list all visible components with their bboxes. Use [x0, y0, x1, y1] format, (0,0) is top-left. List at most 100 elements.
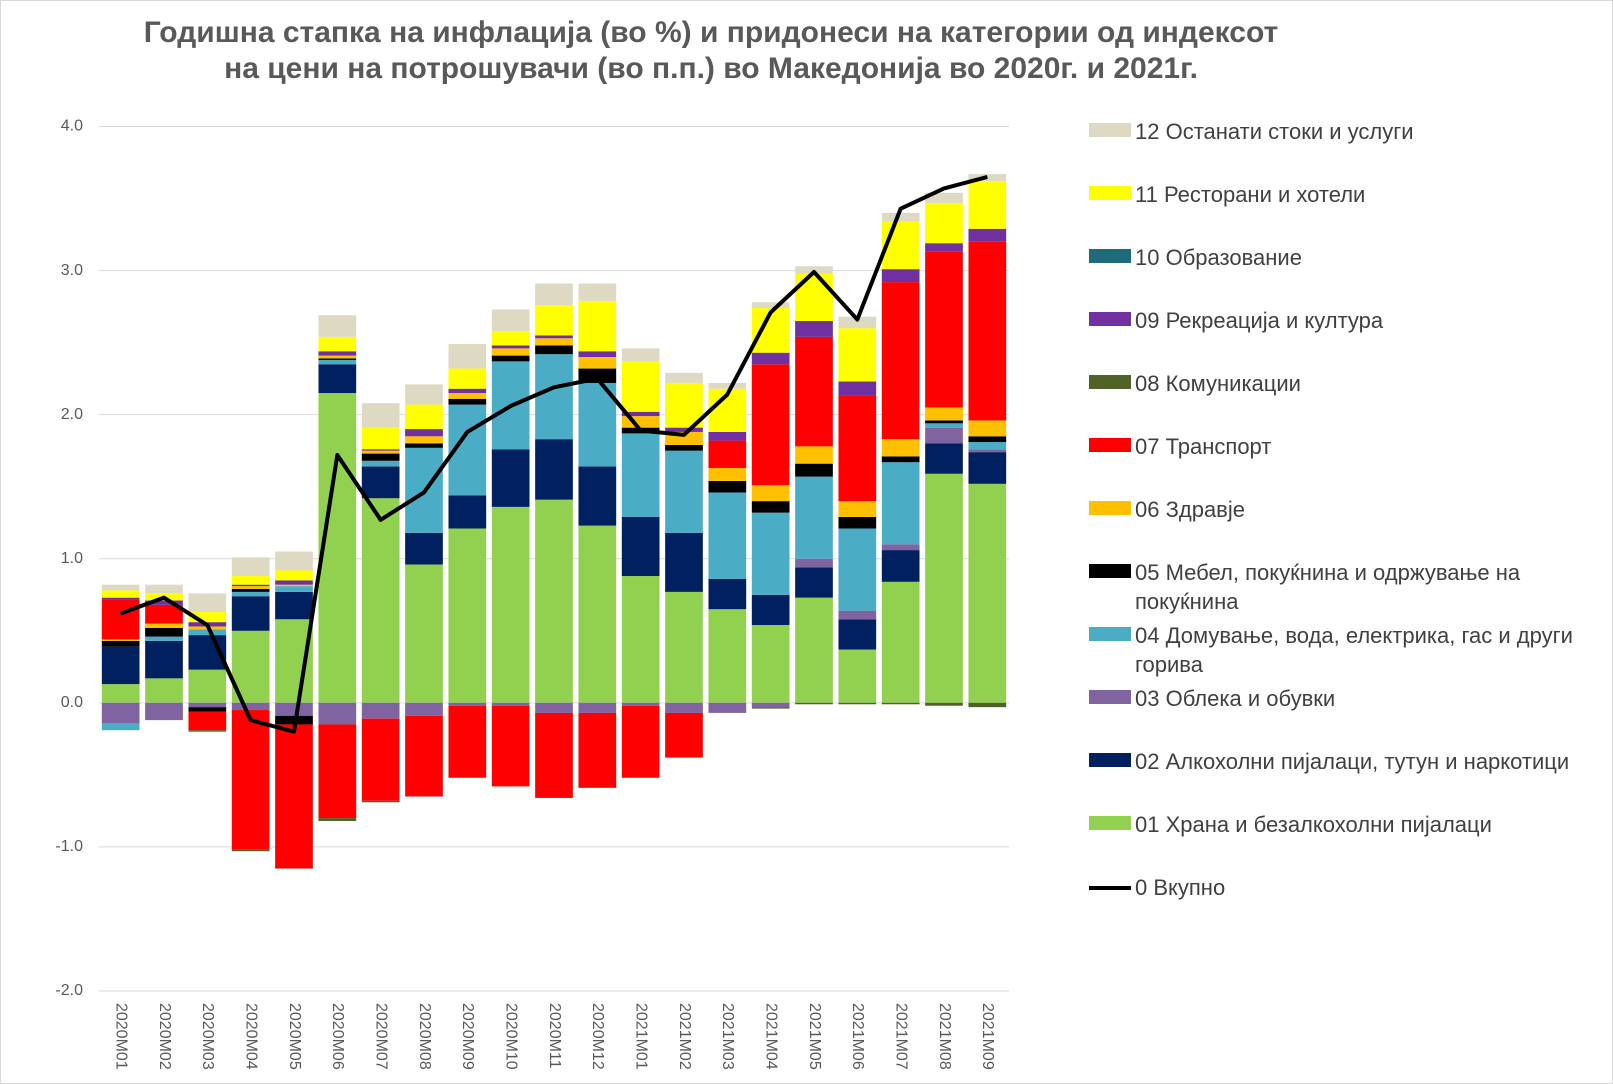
legend-item: 10 Образование	[1089, 243, 1589, 306]
bar-segment	[925, 420, 963, 424]
x-tick-label: 2021M08	[936, 1003, 953, 1070]
bar-segment	[145, 623, 183, 628]
bar-segment	[231, 591, 270, 597]
legend-item: 0 Вкупно	[1089, 873, 1589, 936]
bar-segment	[621, 416, 660, 428]
x-tick-label: 2021M05	[806, 1003, 823, 1070]
bar-segment	[708, 492, 747, 579]
bar-segment	[491, 705, 530, 787]
bar-segment	[535, 283, 573, 306]
y-tick-label: -2.0	[55, 982, 83, 999]
bar-segment	[838, 328, 877, 382]
bar-segment	[578, 283, 617, 301]
bar-segment	[405, 436, 443, 444]
bar-segment	[448, 344, 487, 369]
bar-segment	[578, 702, 617, 713]
bar-segment	[925, 423, 963, 428]
legend-label: 07 Транспорт	[1135, 434, 1272, 459]
x-tick-label: 2021M02	[676, 1003, 693, 1070]
bar-segment	[708, 431, 747, 441]
bar-segment	[405, 532, 443, 565]
bar-segment	[968, 228, 1007, 242]
legend-label: 12 Останати стоки и услуги	[1135, 119, 1414, 144]
bar-segment	[968, 420, 1007, 437]
bar-segment	[448, 705, 487, 778]
bar-segment	[188, 593, 227, 613]
bar-segment	[318, 336, 357, 352]
x-tick-label: 2020M04	[242, 1003, 259, 1070]
bar-segment	[621, 411, 660, 417]
bar-segment	[578, 525, 617, 703]
bar-segment	[795, 702, 833, 705]
bar-segment	[838, 619, 877, 650]
y-tick-label: 2.0	[61, 406, 83, 423]
legend-label: 10 Образование	[1135, 245, 1302, 270]
bar-segment	[318, 355, 357, 359]
bar-segment	[708, 440, 747, 468]
bar-segment	[881, 439, 920, 457]
legend-label: 08 Комуникации	[1135, 371, 1301, 396]
bar-segment	[275, 580, 313, 585]
bar-segment	[535, 499, 573, 703]
bar-segment	[361, 800, 400, 803]
bar-segment	[535, 345, 573, 355]
bar-segment	[188, 707, 227, 712]
x-tick-label: 2020M07	[372, 1003, 389, 1070]
bar-segment	[881, 702, 920, 705]
bar-segment	[145, 702, 183, 721]
bar-segment	[361, 466, 400, 499]
bar-segment	[665, 532, 703, 592]
bar-segment	[101, 646, 140, 685]
legend-label: 03 Облека и обувки	[1135, 686, 1336, 711]
legend-label: 11 Ресторани и хотели	[1135, 182, 1366, 207]
legend-swatch	[1089, 123, 1131, 137]
total-line	[119, 174, 988, 734]
legend-label: 01 Храна и безалкохолни пијалаци	[1135, 812, 1492, 837]
bar-segment	[101, 599, 140, 640]
bar-segment	[231, 589, 270, 592]
bar-segment	[838, 528, 877, 611]
bar-segment	[968, 442, 1007, 450]
bar-segment	[708, 609, 747, 703]
bar-segment	[795, 567, 833, 598]
bar-segment	[535, 439, 573, 500]
bar-segment	[751, 702, 790, 708]
bar-segment	[318, 315, 357, 337]
bar-segment	[881, 212, 920, 222]
bar-segment	[925, 251, 963, 408]
bar-segment	[188, 702, 227, 708]
bar-segment	[101, 640, 140, 647]
bar-segment	[621, 433, 660, 517]
bar-segment	[231, 584, 270, 587]
legend-swatch	[1089, 627, 1131, 641]
bar-segment	[621, 705, 660, 778]
bar-segment	[795, 476, 833, 559]
bar-segment	[361, 453, 400, 461]
bar-segment	[448, 702, 487, 706]
x-tick-label: 2020M01	[112, 1003, 129, 1070]
bar-segment	[751, 707, 790, 709]
bar-segment	[405, 429, 443, 437]
bar-segment	[665, 427, 703, 432]
legend: 12 Останати стоки и услуги 11 Ресторани и…	[1089, 117, 1589, 936]
bar-segment	[881, 269, 920, 283]
bar-segment	[838, 381, 877, 396]
legend-swatch	[1089, 886, 1131, 890]
legend-swatch	[1089, 753, 1131, 767]
x-tick-label: 2021M01	[632, 1003, 649, 1070]
bar-segment	[145, 627, 183, 637]
bar-segment	[101, 584, 140, 591]
x-tick-label: 2020M05	[286, 1003, 303, 1070]
legend-label: 02 Алкохолни пијалаци, тутун и наркотици	[1135, 749, 1570, 774]
bar-segment	[361, 460, 400, 467]
bar-segment	[578, 712, 617, 788]
bar-segment	[405, 702, 443, 716]
bar-segment	[578, 382, 617, 467]
bar-segment	[535, 354, 573, 440]
x-tick-label: 2020M10	[502, 1003, 519, 1070]
bar-segment	[925, 473, 963, 703]
x-tick-label: 2021M03	[719, 1003, 736, 1070]
bar-segment	[491, 702, 530, 706]
bar-segment	[881, 581, 920, 703]
legend-swatch	[1089, 375, 1131, 389]
